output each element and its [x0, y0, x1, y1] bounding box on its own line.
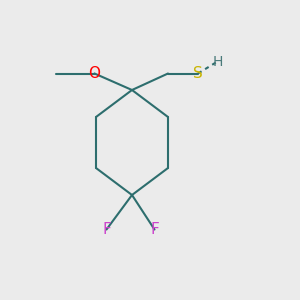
Text: O: O: [88, 66, 101, 81]
Text: F: F: [102, 222, 111, 237]
Text: F: F: [150, 222, 159, 237]
Text: H: H: [212, 55, 223, 68]
Text: S: S: [193, 66, 203, 81]
